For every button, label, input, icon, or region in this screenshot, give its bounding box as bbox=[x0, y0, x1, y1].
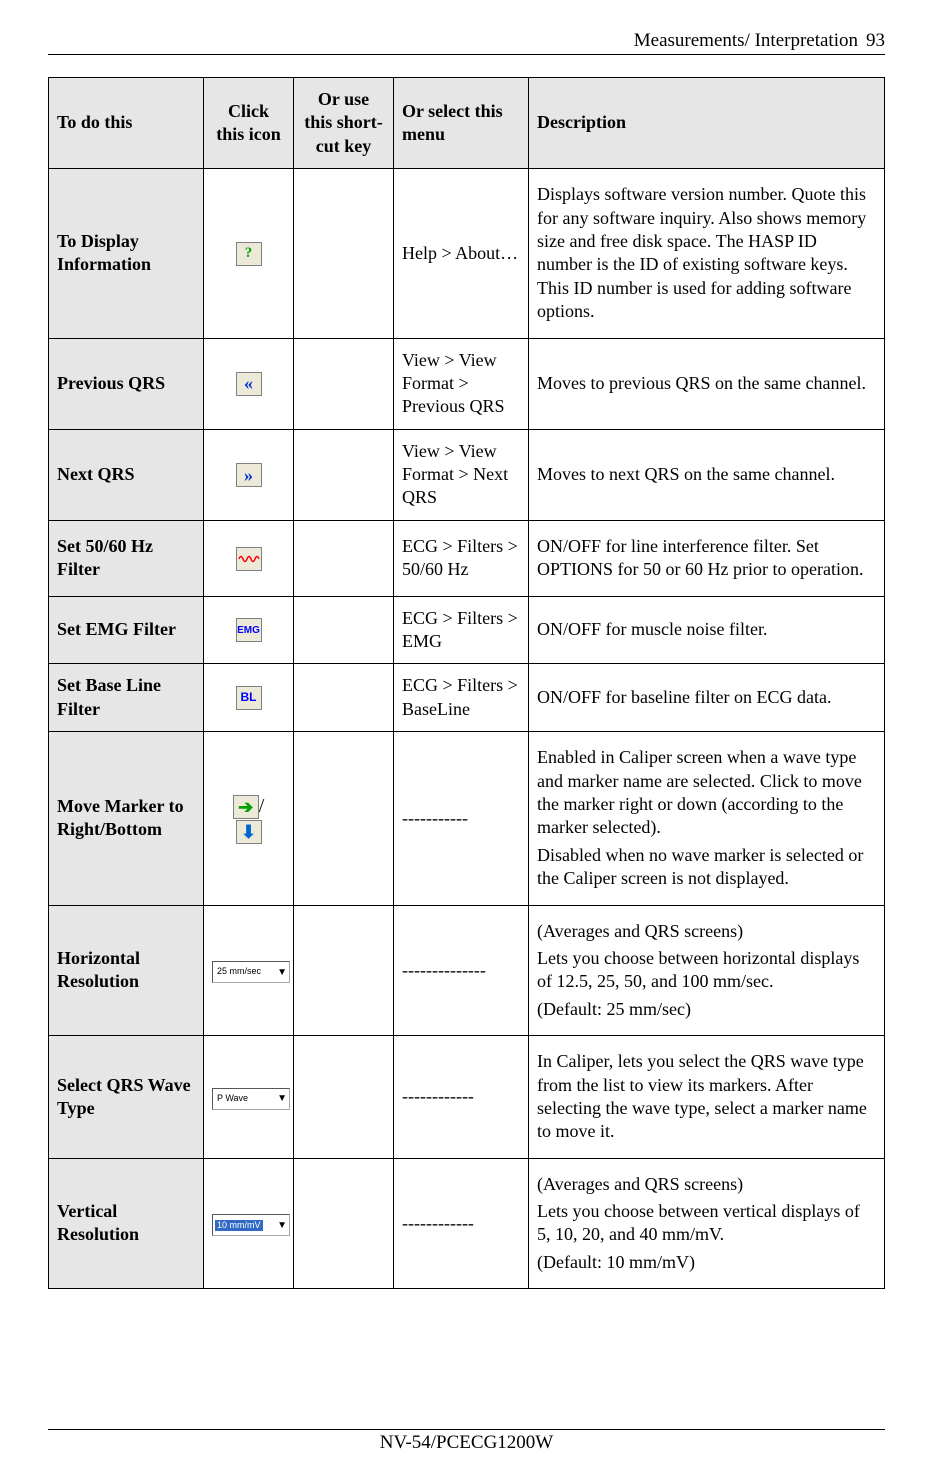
task-cell: Set 50/60 Hz Filter bbox=[49, 520, 204, 596]
icon-cell: P Wave▼ bbox=[204, 1036, 294, 1159]
task-cell: Vertical Resolution bbox=[49, 1158, 204, 1289]
desc-paragraph: Displays software version number. Quote … bbox=[537, 183, 876, 323]
menu-cell: ----------- bbox=[394, 732, 529, 905]
desc-paragraph: Moves to previous QRS on the same channe… bbox=[537, 372, 876, 395]
shortcut-cell bbox=[294, 732, 394, 905]
task-cell: Next QRS bbox=[49, 429, 204, 520]
desc-paragraph: Lets you choose between horizontal displ… bbox=[537, 947, 876, 994]
actions-table: To do this Click this icon Or use this s… bbox=[48, 77, 885, 1289]
dropdown-icon[interactable]: 10 mm/mV▼ bbox=[212, 1214, 290, 1236]
col-header-icon: Click this icon bbox=[204, 78, 294, 169]
description-cell: Enabled in Caliper screen when a wave ty… bbox=[529, 732, 885, 905]
task-cell: Move Marker to Right/Bottom bbox=[49, 732, 204, 905]
desc-paragraph: Disabled when no wave marker is selected… bbox=[537, 844, 876, 891]
toolbar-icon[interactable]: BL bbox=[236, 686, 262, 710]
task-cell: Horizontal Resolution bbox=[49, 905, 204, 1036]
shortcut-cell bbox=[294, 429, 394, 520]
menu-cell: Help > About… bbox=[394, 169, 529, 338]
menu-cell: ECG > Filters > EMG bbox=[394, 596, 529, 664]
table-row: Next QRS » View > View Format > Next QRS… bbox=[49, 429, 885, 520]
menu-cell: View > View Format > Next QRS bbox=[394, 429, 529, 520]
table-row: Previous QRS « View > View Format > Prev… bbox=[49, 338, 885, 429]
table-row: Set EMG Filter EMG ECG > Filters > EMG O… bbox=[49, 596, 885, 664]
toolbar-icon[interactable]: ? bbox=[236, 242, 262, 266]
col-header-menu: Or select this menu bbox=[394, 78, 529, 169]
icon-cell: ➔/ ⬇ bbox=[204, 732, 294, 905]
desc-paragraph: (Default: 10 mm/mV) bbox=[537, 1251, 876, 1274]
col-header-desc: Description bbox=[529, 78, 885, 169]
arrow-down-icon[interactable]: ⬇ bbox=[236, 820, 262, 844]
desc-paragraph: ON/OFF for baseline filter on ECG data. bbox=[537, 686, 876, 709]
shortcut-cell bbox=[294, 1158, 394, 1289]
description-cell: (Averages and QRS screens) Lets you choos… bbox=[529, 1158, 885, 1289]
icon-cell bbox=[204, 520, 294, 596]
header-title: Measurements/ Interpretation bbox=[634, 30, 858, 52]
desc-paragraph: In Caliper, lets you select the QRS wave… bbox=[537, 1050, 876, 1144]
description-cell: Displays software version number. Quote … bbox=[529, 169, 885, 338]
col-header-task: To do this bbox=[49, 78, 204, 169]
shortcut-cell bbox=[294, 169, 394, 338]
menu-cell: -------------- bbox=[394, 905, 529, 1036]
icon-cell: « bbox=[204, 338, 294, 429]
description-cell: (Averages and QRS screens) Lets you choos… bbox=[529, 905, 885, 1036]
header-page-number: 93 bbox=[866, 30, 885, 52]
desc-paragraph: Lets you choose between vertical display… bbox=[537, 1200, 876, 1247]
toolbar-icon[interactable]: « bbox=[236, 372, 262, 396]
task-cell: Set EMG Filter bbox=[49, 596, 204, 664]
desc-paragraph: (Default: 25 mm/sec) bbox=[537, 998, 876, 1021]
description-cell: Moves to next QRS on the same channel. bbox=[529, 429, 885, 520]
menu-cell: ECG > Filters > BaseLine bbox=[394, 664, 529, 732]
shortcut-cell bbox=[294, 338, 394, 429]
description-cell: ON/OFF for baseline filter on ECG data. bbox=[529, 664, 885, 732]
menu-cell: ECG > Filters > 50/60 Hz bbox=[394, 520, 529, 596]
task-cell: To Display Information bbox=[49, 169, 204, 338]
table-row: Move Marker to Right/Bottom ➔/ ⬇ -------… bbox=[49, 732, 885, 905]
menu-cell: ------------ bbox=[394, 1036, 529, 1159]
shortcut-cell bbox=[294, 905, 394, 1036]
dropdown-icon[interactable]: P Wave▼ bbox=[212, 1088, 290, 1110]
move-marker-icons: ➔/ ⬇ bbox=[233, 796, 265, 841]
page-header: Measurements/ Interpretation 93 bbox=[48, 30, 885, 55]
toolbar-icon[interactable]: EMG bbox=[236, 618, 262, 642]
desc-paragraph: (Averages and QRS screens) bbox=[537, 1173, 876, 1196]
dropdown-icon[interactable]: 25 mm/sec▼ bbox=[212, 961, 290, 983]
description-cell: ON/OFF for line interference filter. Set… bbox=[529, 520, 885, 596]
task-cell: Set Base Line Filter bbox=[49, 664, 204, 732]
description-cell: In Caliper, lets you select the QRS wave… bbox=[529, 1036, 885, 1159]
footer-text: NV-54/PCECG1200W bbox=[380, 1432, 553, 1453]
shortcut-cell bbox=[294, 520, 394, 596]
toolbar-icon[interactable]: » bbox=[236, 463, 262, 487]
description-cell: ON/OFF for muscle noise filter. bbox=[529, 596, 885, 664]
wave-filter-icon[interactable] bbox=[236, 547, 262, 571]
desc-paragraph: (Averages and QRS screens) bbox=[537, 920, 876, 943]
description-cell: Moves to previous QRS on the same channe… bbox=[529, 338, 885, 429]
page-footer: NV-54/PCECG1200W bbox=[48, 1429, 885, 1454]
icon-cell: 10 mm/mV▼ bbox=[204, 1158, 294, 1289]
menu-cell: ------------ bbox=[394, 1158, 529, 1289]
menu-cell: View > View Format > Previous QRS bbox=[394, 338, 529, 429]
table-row: To Display Information ? Help > About… D… bbox=[49, 169, 885, 338]
table-row: Select QRS Wave Type P Wave▼ -----------… bbox=[49, 1036, 885, 1159]
shortcut-cell bbox=[294, 664, 394, 732]
icon-cell: » bbox=[204, 429, 294, 520]
desc-paragraph: ON/OFF for muscle noise filter. bbox=[537, 618, 876, 641]
task-cell: Select QRS Wave Type bbox=[49, 1036, 204, 1159]
desc-paragraph: ON/OFF for line interference filter. Set… bbox=[537, 535, 876, 582]
desc-paragraph: Enabled in Caliper screen when a wave ty… bbox=[537, 746, 876, 840]
table-row: Set Base Line Filter BL ECG > Filters > … bbox=[49, 664, 885, 732]
table-header-row: To do this Click this icon Or use this s… bbox=[49, 78, 885, 169]
icon-cell: EMG bbox=[204, 596, 294, 664]
desc-paragraph: Moves to next QRS on the same channel. bbox=[537, 463, 876, 486]
col-header-shortcut: Or use this short-cut key bbox=[294, 78, 394, 169]
icon-cell: 25 mm/sec▼ bbox=[204, 905, 294, 1036]
task-cell: Previous QRS bbox=[49, 338, 204, 429]
shortcut-cell bbox=[294, 1036, 394, 1159]
table-row: Set 50/60 Hz Filter ECG > Filters > 50/6… bbox=[49, 520, 885, 596]
icon-cell: ? bbox=[204, 169, 294, 338]
arrow-right-icon[interactable]: ➔ bbox=[233, 795, 259, 819]
table-row: Horizontal Resolution 25 mm/sec▼ -------… bbox=[49, 905, 885, 1036]
shortcut-cell bbox=[294, 596, 394, 664]
table-row: Vertical Resolution 10 mm/mV▼ ----------… bbox=[49, 1158, 885, 1289]
icon-cell: BL bbox=[204, 664, 294, 732]
